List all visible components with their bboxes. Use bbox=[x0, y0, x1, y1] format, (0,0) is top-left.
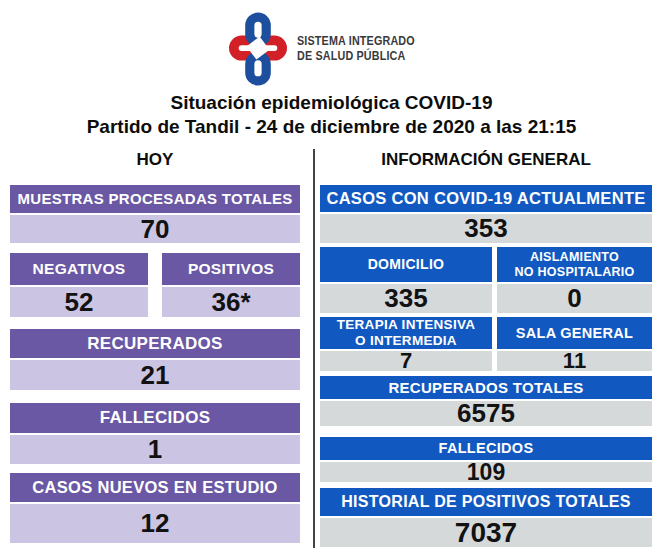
stat-sala-general: SALA GENERAL 11 bbox=[497, 317, 652, 371]
report-subtitle: Partido de Tandil - 24 de diciembre de 2… bbox=[0, 116, 663, 138]
stat-label: TERAPIA INTENSIVA O INTERMEDIA bbox=[320, 317, 492, 349]
general-column: CASOS CON COVID-19 ACTUALMENTE 353 DOMIC… bbox=[320, 185, 652, 547]
stat-casos-actuales: CASOS CON COVID-19 ACTUALMENTE 353 bbox=[320, 185, 652, 243]
stat-label: CASOS NUEVOS EN ESTUDIO bbox=[10, 473, 300, 502]
stat-value: 11 bbox=[497, 351, 652, 371]
stat-value: 6575 bbox=[320, 401, 652, 426]
health-cross-logo-icon bbox=[229, 12, 287, 86]
stat-terapia: TERAPIA INTENSIVA O INTERMEDIA 7 bbox=[320, 317, 492, 371]
stat-value: 1 bbox=[10, 435, 300, 464]
covid-report-page: SISTEMA INTEGRADO DE SALUD PÚBLICA Situa… bbox=[0, 0, 663, 548]
stat-fallecidos-totales: FALLECIDOS 109 bbox=[320, 437, 652, 482]
stat-label: FALLECIDOS bbox=[320, 437, 652, 460]
stat-label: RECUPERADOS TOTALES bbox=[320, 376, 652, 399]
stat-label: POSITIVOS bbox=[162, 253, 300, 285]
stat-value: 52 bbox=[10, 287, 148, 317]
stat-muestras-procesadas: MUESTRAS PROCESADAS TOTALES 70 bbox=[10, 185, 300, 243]
stat-label: HISTORIAL DE POSITIVOS TOTALES bbox=[320, 488, 652, 516]
stat-label: SALA GENERAL bbox=[497, 317, 652, 349]
stat-label: DOMICILIO bbox=[320, 247, 492, 282]
org-name-line2: DE SALUD PÚBLICA bbox=[297, 49, 415, 64]
stat-positivos: POSITIVOS 36* bbox=[162, 253, 300, 317]
stat-domicilio: DOMICILIO 335 bbox=[320, 247, 492, 313]
stat-value: 0 bbox=[497, 284, 652, 313]
stat-negativos: NEGATIVOS 52 bbox=[10, 253, 148, 317]
stat-label: FALLECIDOS bbox=[10, 403, 300, 433]
stat-historial-positivos: HISTORIAL DE POSITIVOS TOTALES 7037 bbox=[320, 488, 652, 547]
brand-header: SISTEMA INTEGRADO DE SALUD PÚBLICA bbox=[0, 12, 663, 86]
stat-recuperados: RECUPERADOS 21 bbox=[10, 329, 300, 390]
report-title: Situación epidemiológica COVID-19 bbox=[0, 92, 663, 114]
stat-label: MUESTRAS PROCESADAS TOTALES bbox=[10, 185, 300, 213]
org-name-line1: SISTEMA INTEGRADO bbox=[297, 34, 415, 49]
general-column-header: INFORMACIÓN GENERAL bbox=[320, 150, 652, 170]
org-name: SISTEMA INTEGRADO DE SALUD PÚBLICA bbox=[297, 34, 415, 64]
stat-value: 7 bbox=[320, 351, 492, 371]
stat-value: 335 bbox=[320, 284, 492, 313]
today-column-header: HOY bbox=[10, 150, 300, 170]
stat-fallecidos: FALLECIDOS 1 bbox=[10, 403, 300, 464]
stat-value: 7037 bbox=[320, 518, 652, 547]
stat-value: 12 bbox=[10, 504, 300, 543]
stat-value: 353 bbox=[320, 214, 652, 243]
stat-label: RECUPERADOS bbox=[10, 329, 300, 358]
stat-value: 36* bbox=[162, 287, 300, 317]
stat-aislamiento: AISLAMIENTO NO HOSPITALARIO 0 bbox=[497, 247, 652, 313]
stat-value: 70 bbox=[10, 215, 300, 243]
stat-label: NEGATIVOS bbox=[10, 253, 148, 285]
stat-label: AISLAMIENTO NO HOSPITALARIO bbox=[497, 247, 652, 282]
stat-value: 109 bbox=[320, 462, 652, 482]
stat-casos-nuevos: CASOS NUEVOS EN ESTUDIO 12 bbox=[10, 473, 300, 543]
column-divider bbox=[313, 149, 315, 548]
stat-recuperados-totales: RECUPERADOS TOTALES 6575 bbox=[320, 376, 652, 426]
today-column: MUESTRAS PROCESADAS TOTALES 70 NEGATIVOS… bbox=[10, 185, 300, 543]
stat-label: CASOS CON COVID-19 ACTUALMENTE bbox=[320, 185, 652, 212]
stat-value: 21 bbox=[10, 360, 300, 390]
